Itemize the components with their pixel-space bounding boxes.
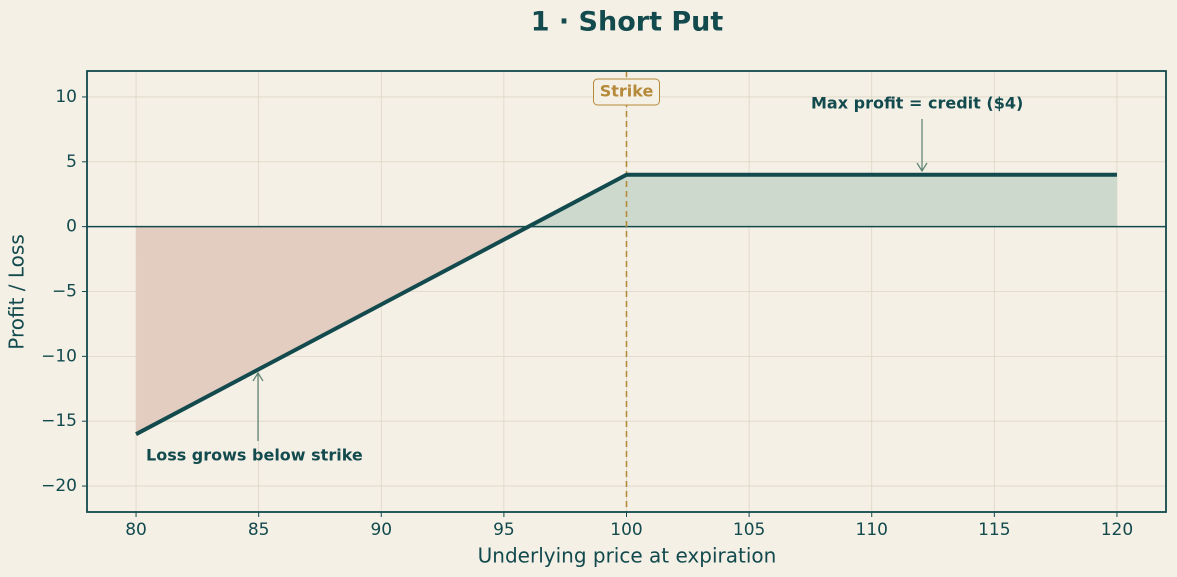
y-tick-label: 5 <box>66 152 77 172</box>
axes-frame <box>86 70 1167 513</box>
plot-area: 80 85 90 95 100 105 110 115 120 −20 −15 −10 −5 0 5 10 St… <box>41 70 1167 540</box>
x-axis-label: Underlying price at expiration <box>478 544 777 568</box>
x-tick-label: 110 <box>856 520 888 540</box>
x-tick-label: 90 <box>370 520 392 540</box>
annotation: Loss grows below strike <box>146 446 363 465</box>
y-axis-label: Profit / Loss <box>5 234 29 350</box>
strike-label-box <box>593 78 660 106</box>
arrow-head <box>916 162 928 173</box>
annotation: Max profit = credit ($4) <box>811 94 1023 113</box>
pl-line <box>135 172 1117 436</box>
x-tick-label: 100 <box>610 520 642 540</box>
y-tick-label: −5 <box>52 282 77 302</box>
x-tick-label: 120 <box>1101 520 1133 540</box>
x-tick-label: 115 <box>978 520 1010 540</box>
x-tick-label: 95 <box>493 520 515 540</box>
x-tick-label: 85 <box>248 520 270 540</box>
chart-title: 1 · Short Put <box>531 7 724 38</box>
y-tick-label: 0 <box>66 217 77 237</box>
x-tick-label: 80 <box>125 520 147 540</box>
y-tick-label: −10 <box>41 346 77 366</box>
x-tick-label: 105 <box>733 520 765 540</box>
y-tick-label: −15 <box>41 411 77 431</box>
profit-area <box>136 174 1117 227</box>
y-tick-label: 10 <box>55 87 77 107</box>
strike-label: Strike <box>600 82 654 101</box>
y-tick-label: −20 <box>41 476 77 496</box>
arrow-head <box>252 371 264 382</box>
